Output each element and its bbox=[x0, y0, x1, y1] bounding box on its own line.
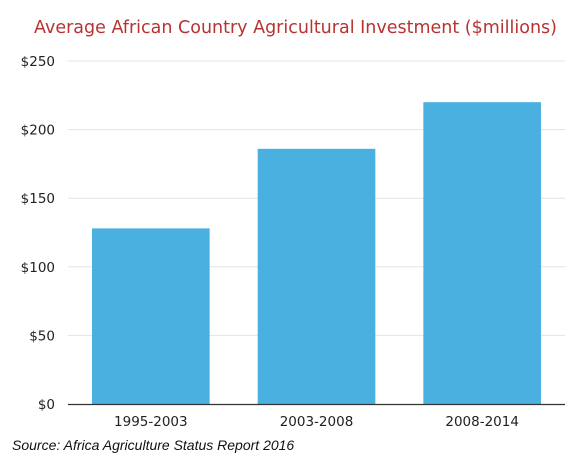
y-tick-label: $200 bbox=[21, 123, 55, 139]
bar bbox=[92, 228, 210, 404]
y-tick-label: $100 bbox=[21, 260, 55, 276]
source-note: Source: Africa Agriculture Status Report… bbox=[12, 437, 295, 453]
chart-title: Average African Country Agricultural Inv… bbox=[34, 18, 557, 38]
y-tick-label: $50 bbox=[29, 328, 55, 344]
y-axis-labels: $0 $50 $100 $150 $200 $250 bbox=[21, 54, 55, 413]
bar bbox=[423, 102, 541, 404]
y-tick-label: $150 bbox=[21, 191, 55, 207]
x-tick-label: 2003-2008 bbox=[280, 414, 354, 430]
x-tick-label: 2008-2014 bbox=[445, 414, 519, 430]
x-tick-label: 1995-2003 bbox=[114, 414, 188, 430]
y-tick-label: $250 bbox=[21, 54, 55, 70]
y-tick-label: $0 bbox=[38, 397, 55, 413]
x-axis-labels: 1995-2003 2003-2008 2008-2014 bbox=[114, 414, 519, 430]
bars bbox=[92, 102, 541, 404]
bar bbox=[257, 148, 376, 404]
